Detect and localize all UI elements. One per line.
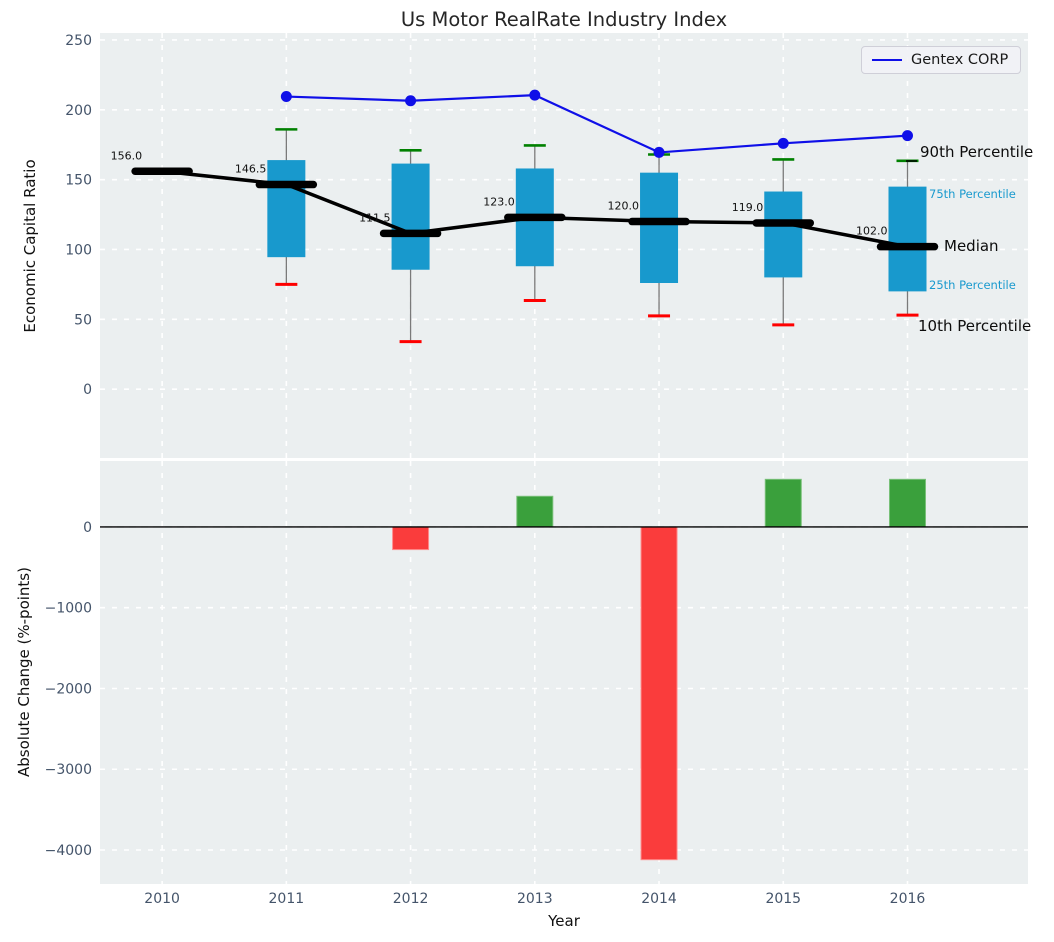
x-tick-label: 2010 — [144, 891, 180, 907]
y-tick-label-top: 100 — [65, 242, 92, 258]
legend-label: Gentex CORP — [911, 52, 1008, 68]
y-tick-label-top: 200 — [65, 103, 92, 119]
y-tick-label-top: 250 — [65, 33, 92, 49]
x-tick-label: 2015 — [765, 891, 801, 907]
bar-2012 — [393, 527, 429, 550]
y-tick-label-bottom: −1000 — [45, 601, 92, 617]
iqr-box — [392, 164, 430, 270]
gentex-marker — [281, 91, 292, 102]
x-tick-label: 2013 — [517, 891, 553, 907]
bar-2013 — [517, 496, 553, 527]
bar-2016 — [889, 479, 925, 527]
median-value-label: 111.5 — [359, 211, 391, 224]
median-value-label: 123.0 — [483, 195, 515, 208]
legend: Gentex CORP — [861, 46, 1021, 74]
x-tick-label: 2016 — [890, 891, 926, 907]
bottom-axes-bg — [100, 461, 1028, 884]
y-axis-label-bottom: Absolute Change (%-points) — [15, 567, 33, 777]
y-tick-label-bottom: 0 — [83, 520, 92, 536]
iqr-box — [764, 192, 802, 278]
gentex-marker — [778, 138, 789, 149]
y-tick-label-top: 50 — [74, 312, 92, 328]
figure: 156.0 146.5 111.5 123.0 120.0 119.0 102.0 250 20… — [0, 0, 1054, 942]
iqr-box — [888, 187, 926, 292]
legend-line-sample-icon — [872, 59, 902, 61]
median-value-label: 119.0 — [732, 201, 764, 214]
chart-title: Us Motor RealRate Industry Index — [401, 8, 727, 31]
median-value-label: 120.0 — [608, 200, 640, 213]
x-tick-label: 2012 — [393, 891, 429, 907]
y-tick-label-top: 150 — [65, 173, 92, 189]
x-tick-label: 2014 — [641, 891, 677, 907]
iqr-box — [267, 160, 305, 257]
gentex-marker — [405, 95, 416, 106]
bar-2015 — [765, 479, 801, 527]
y-tick-label-top: 0 — [83, 382, 92, 398]
annotation-90th-percentile: 90th Percentile — [920, 143, 1033, 161]
median-value-label: 156.0 — [111, 149, 143, 162]
median-value-label: 146.5 — [235, 163, 267, 176]
median-value-label: 102.0 — [856, 225, 888, 238]
annotation-75th-percentile: 75th Percentile — [929, 187, 1016, 201]
annotation-10th-percentile: 10th Percentile — [918, 317, 1031, 335]
x-axis-label: Year — [548, 912, 580, 930]
x-tick-label: 2011 — [269, 891, 305, 907]
y-axis-label-top: Economic Capital Ratio — [21, 159, 39, 332]
y-tick-label-bottom: −3000 — [45, 762, 92, 778]
annotation-median: Median — [944, 237, 999, 255]
bar-2014 — [641, 527, 677, 860]
y-tick-label-bottom: −2000 — [45, 681, 92, 697]
gentex-marker — [529, 90, 540, 101]
subplot-separator — [100, 458, 1028, 461]
iqr-box — [640, 173, 678, 283]
gentex-marker — [902, 130, 913, 141]
chart-svg: 156.0 146.5 111.5 123.0 120.0 119.0 102.0 250 20… — [0, 0, 1054, 942]
y-tick-label-bottom: −4000 — [45, 843, 92, 859]
annotation-25th-percentile: 25th Percentile — [929, 278, 1016, 292]
gentex-marker — [654, 147, 665, 158]
